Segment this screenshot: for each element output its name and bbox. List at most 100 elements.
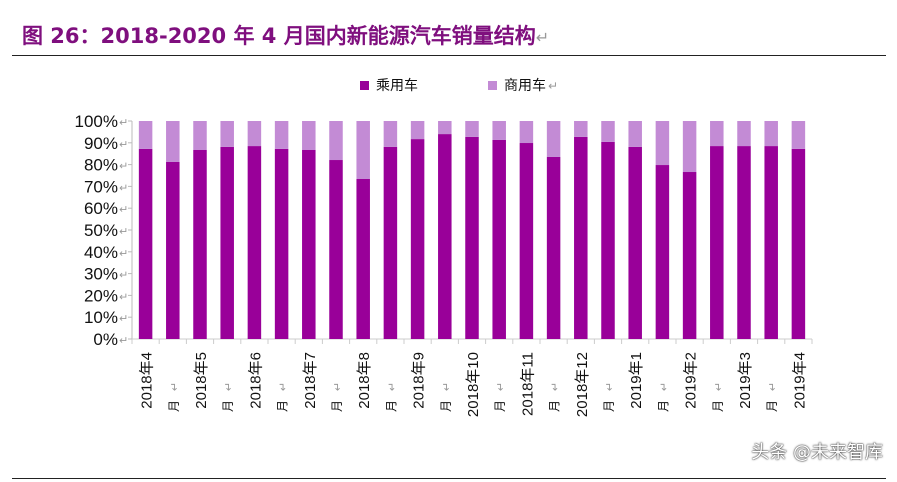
y-tick-label: 50% [84, 221, 118, 240]
y-tick-label: 0% [93, 330, 118, 349]
return-mark-icon: ↵ [550, 382, 562, 391]
bar-passenger [193, 149, 207, 339]
x-tick-label: 2018年9 [411, 352, 428, 409]
x-tick-label: 2019年3 [737, 352, 754, 409]
return-mark-icon: ↵ [767, 382, 779, 391]
return-mark-icon: ↵ [119, 117, 128, 129]
x-tick-label: 2018年4 [139, 352, 156, 409]
bar-commercial [138, 121, 153, 149]
x-tick-label-line2: 月 [384, 400, 398, 412]
bar-passenger [655, 165, 670, 339]
bar-passenger [546, 156, 561, 339]
bar-commercial [274, 121, 289, 149]
return-mark-icon: ↵ [223, 382, 235, 391]
x-tick-label: 2018年5 [193, 352, 210, 409]
bar-passenger [356, 178, 370, 339]
x-tick-label-line2: 月 [167, 400, 181, 412]
return-mark-icon: ↵ [604, 382, 616, 391]
bar-passenger [220, 146, 234, 339]
x-tick-label-line2: 月 [276, 400, 290, 412]
bar-passenger [682, 172, 697, 339]
bar-commercial [791, 121, 806, 149]
return-mark-icon: ↵ [119, 161, 128, 173]
bar-passenger [737, 146, 751, 339]
bar-passenger [274, 148, 289, 339]
bar-passenger [519, 143, 534, 339]
return-mark-icon: ↵ [713, 382, 725, 391]
bar-commercial [764, 121, 778, 147]
y-tick-label: 30% [84, 265, 118, 284]
x-tick-label-line2: 月 [221, 400, 235, 412]
bar-commercial [546, 121, 561, 157]
bar-passenger [438, 134, 452, 339]
x-tick-label-line2: 月 [656, 400, 670, 412]
bar-passenger [465, 136, 479, 339]
bar-commercial [356, 121, 370, 179]
x-tick-label: 2018年10 [465, 352, 482, 417]
bar-commercial [329, 121, 343, 161]
bar-commercial [737, 121, 751, 147]
x-tick-label: 2019年1 [628, 352, 645, 409]
bar-commercial [601, 121, 615, 142]
bar-commercial [574, 121, 588, 137]
y-tick-label: 10% [84, 308, 118, 327]
bar-passenger [791, 148, 806, 339]
y-tick-label: 20% [84, 286, 118, 305]
x-tick-label-line2: 月 [330, 400, 344, 412]
return-mark-icon: ↵ [119, 139, 128, 151]
y-tick-label: 70% [84, 177, 118, 196]
bar-commercial [628, 121, 642, 147]
legend-label: 商用车 [504, 77, 546, 93]
x-tick-label: 2018年7 [302, 352, 319, 409]
legend-swatch [360, 81, 369, 90]
x-tick-label-line2: 月 [602, 400, 616, 412]
bar-commercial [220, 121, 234, 147]
bar-commercial [166, 121, 180, 162]
return-mark-icon: ↵ [119, 291, 128, 303]
legend-label: 乘用车 [376, 77, 418, 93]
bar-commercial [682, 121, 697, 173]
x-tick-label-line2: 月 [439, 400, 453, 412]
figure-title-text: 图 26：2018-2020 年 4 月国内新能源汽车销量结构 [22, 24, 536, 48]
bar-commercial [383, 121, 398, 147]
x-tick-label: 2018年6 [247, 352, 264, 409]
return-mark-icon: ↵ [332, 382, 344, 391]
bar-passenger [574, 136, 588, 339]
x-tick-label-line2: 月 [711, 400, 725, 412]
return-mark-icon: ↵ [278, 382, 290, 391]
bar-passenger [166, 161, 180, 339]
bar-passenger [764, 146, 778, 339]
return-mark-icon: ↵ [119, 204, 128, 216]
bar-commercial [519, 121, 534, 144]
bar-passenger [329, 160, 343, 339]
bar-commercial [710, 121, 724, 147]
bar-commercial [492, 121, 506, 140]
bar-commercial [438, 121, 452, 135]
return-mark-icon: ↵ [119, 313, 128, 325]
bar-passenger [302, 149, 316, 339]
bar-commercial [247, 121, 262, 147]
return-mark-icon: ↵ [495, 382, 507, 391]
x-tick-label-line2: 月 [548, 400, 562, 412]
bar-passenger [410, 139, 425, 339]
return-mark-icon: ↵ [119, 270, 128, 282]
bar-commercial [193, 121, 207, 150]
x-tick-label-line2: 月 [765, 400, 779, 412]
y-tick-label: 40% [84, 243, 118, 262]
top-divider [12, 55, 886, 56]
bar-passenger [710, 146, 724, 339]
bar-passenger [383, 146, 398, 339]
return-mark-icon: ↵ [658, 382, 670, 391]
x-tick-label: 2019年2 [683, 352, 700, 409]
bar-passenger [601, 141, 615, 339]
return-mark-icon: ↵ [535, 28, 550, 47]
x-tick-label-line2: 月 [493, 400, 507, 412]
bar-passenger [492, 139, 506, 339]
y-tick-label: 60% [84, 199, 118, 218]
return-mark-icon: ↵ [119, 335, 128, 347]
return-mark-icon: ↵ [119, 226, 128, 238]
figure-title: 图 26：2018-2020 年 4 月国内新能源汽车销量结构↵ [22, 20, 549, 50]
return-mark-icon: ↵ [441, 382, 453, 391]
